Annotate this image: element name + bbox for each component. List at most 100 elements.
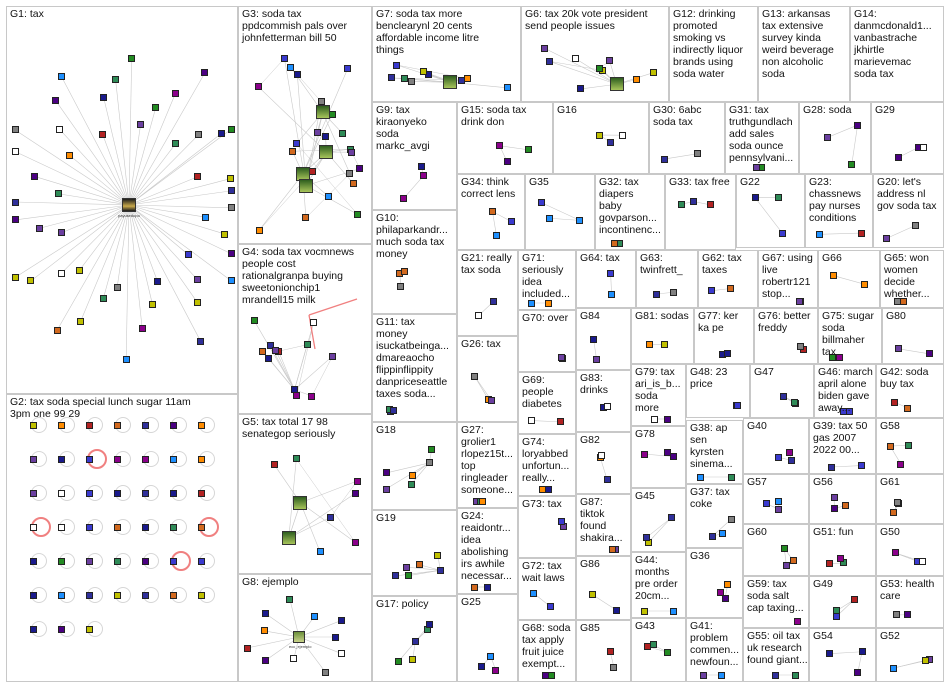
node[interactable] <box>926 350 934 358</box>
node[interactable] <box>324 192 332 200</box>
node[interactable] <box>11 273 19 281</box>
node[interactable] <box>663 448 671 456</box>
node[interactable] <box>544 299 552 307</box>
node[interactable] <box>382 485 390 493</box>
node[interactable] <box>303 341 311 349</box>
node[interactable] <box>302 214 310 222</box>
node[interactable] <box>833 612 841 620</box>
node[interactable] <box>717 589 725 597</box>
node[interactable] <box>571 54 579 62</box>
node[interactable] <box>29 455 37 463</box>
hub-avatar[interactable] <box>293 495 308 510</box>
node[interactable] <box>595 131 603 139</box>
node[interactable] <box>419 172 427 180</box>
node[interactable] <box>351 538 359 546</box>
node[interactable] <box>402 563 410 571</box>
node[interactable] <box>858 462 866 470</box>
node[interactable] <box>57 523 65 531</box>
node[interactable] <box>272 346 280 354</box>
node[interactable] <box>141 421 149 429</box>
node[interactable] <box>646 341 654 349</box>
node[interactable] <box>66 151 74 159</box>
node[interactable] <box>607 270 615 278</box>
node[interactable] <box>651 415 659 423</box>
node[interactable] <box>99 130 107 138</box>
node[interactable] <box>54 190 62 198</box>
node[interactable] <box>201 69 209 77</box>
node[interactable] <box>227 187 235 195</box>
node[interactable] <box>290 655 298 663</box>
node[interactable] <box>889 664 897 672</box>
node[interactable] <box>663 415 671 423</box>
node[interactable] <box>669 452 677 460</box>
node[interactable] <box>259 347 267 355</box>
node[interactable] <box>827 463 835 471</box>
node[interactable] <box>826 560 834 568</box>
node[interactable] <box>280 54 288 62</box>
node[interactable] <box>197 455 205 463</box>
node[interactable] <box>677 200 685 208</box>
node[interactable] <box>425 621 433 629</box>
node[interactable] <box>707 287 715 295</box>
node[interactable] <box>470 583 478 591</box>
node[interactable] <box>11 198 19 206</box>
node[interactable] <box>611 239 619 247</box>
node[interactable] <box>593 355 601 363</box>
node[interactable] <box>329 352 337 360</box>
node[interactable] <box>669 607 677 615</box>
node[interactable] <box>154 277 162 285</box>
node[interactable] <box>57 270 65 278</box>
node[interactable] <box>57 557 65 565</box>
node[interactable] <box>835 353 843 361</box>
node[interactable] <box>528 417 536 425</box>
node[interactable] <box>724 580 732 588</box>
node[interactable] <box>588 591 596 598</box>
node[interactable] <box>775 505 783 513</box>
node[interactable] <box>420 68 428 76</box>
node[interactable] <box>577 85 585 93</box>
node[interactable] <box>795 297 803 305</box>
node[interactable] <box>201 213 209 221</box>
node[interactable] <box>407 480 415 488</box>
node[interactable] <box>613 606 621 614</box>
node[interactable] <box>791 398 799 406</box>
node[interactable] <box>327 513 335 521</box>
node[interactable] <box>399 195 407 203</box>
node[interactable] <box>897 460 905 468</box>
node[interactable] <box>322 132 330 140</box>
node[interactable] <box>322 669 330 677</box>
node[interactable] <box>436 566 444 574</box>
node[interactable] <box>197 557 205 565</box>
node[interactable] <box>11 216 19 224</box>
node[interactable] <box>904 404 912 412</box>
node[interactable] <box>727 473 735 481</box>
node[interactable] <box>751 194 759 202</box>
node[interactable] <box>890 398 898 406</box>
node[interactable] <box>525 146 533 154</box>
node[interactable] <box>590 336 598 344</box>
node[interactable] <box>793 617 801 625</box>
node[interactable] <box>787 456 795 464</box>
node[interactable] <box>85 523 93 531</box>
node[interactable] <box>393 61 401 69</box>
hub-avatar[interactable] <box>293 631 305 643</box>
node[interactable] <box>652 290 660 298</box>
node[interactable] <box>664 648 672 656</box>
hub-avatar[interactable] <box>122 198 136 212</box>
node[interactable] <box>894 153 902 161</box>
node[interactable] <box>58 229 66 237</box>
node[interactable] <box>113 489 121 497</box>
node[interactable] <box>11 126 19 134</box>
node[interactable] <box>488 208 496 215</box>
node[interactable] <box>606 57 614 65</box>
node[interactable] <box>753 163 761 171</box>
node[interactable] <box>608 291 616 299</box>
node[interactable] <box>29 523 37 531</box>
node[interactable] <box>789 557 797 565</box>
node[interactable] <box>141 591 149 599</box>
node[interactable] <box>351 489 359 497</box>
node[interactable] <box>894 499 902 507</box>
node[interactable] <box>699 671 707 679</box>
hub-avatar[interactable] <box>609 77 624 92</box>
node[interactable] <box>255 226 263 234</box>
